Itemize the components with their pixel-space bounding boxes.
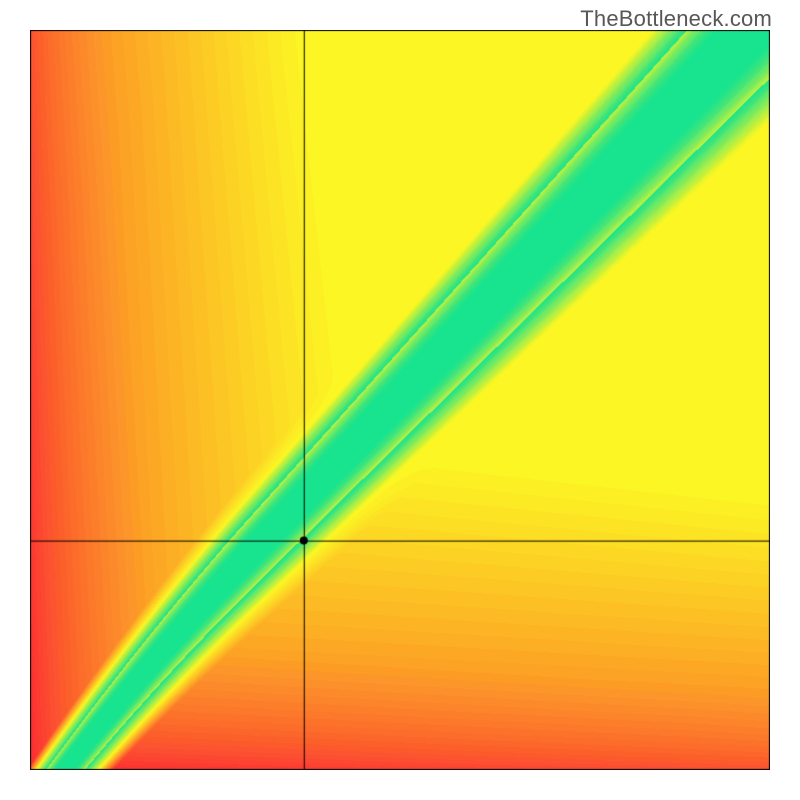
watermark-text: TheBottleneck.com [580,6,772,32]
heatmap-plot [30,30,770,770]
heatmap-canvas [30,30,770,770]
chart-container: TheBottleneck.com [0,0,800,800]
